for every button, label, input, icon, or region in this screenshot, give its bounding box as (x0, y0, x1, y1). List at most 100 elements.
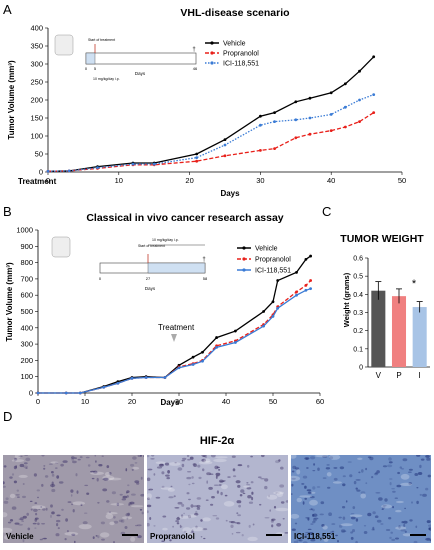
tissue-space (310, 491, 316, 494)
cell-nucleus (74, 540, 76, 543)
inset-a-tick-2: 46 (193, 66, 198, 71)
cell-nucleus (230, 524, 234, 528)
cell-nucleus (109, 511, 111, 514)
cell-nucleus (101, 455, 104, 457)
cell-nucleus (70, 494, 73, 497)
cell-nucleus (71, 456, 75, 459)
tissue-space (275, 507, 288, 512)
tissue-space (90, 471, 104, 475)
cell-nucleus (236, 500, 242, 504)
cell-nucleus (177, 467, 183, 471)
cell-nucleus (84, 484, 89, 487)
cell-nucleus (188, 514, 191, 519)
cell-nucleus (91, 477, 95, 480)
chart-a-legend: Vehicle Propranolol ICI-118,551 (205, 41, 259, 68)
cell-nucleus (153, 525, 156, 527)
cell-nucleus (43, 537, 47, 540)
cell-nucleus (409, 519, 413, 522)
cell-nucleus (210, 503, 214, 506)
cell-nucleus (408, 482, 412, 485)
cell-nucleus (211, 496, 215, 499)
cell-nucleus (125, 468, 128, 472)
cell-nucleus (29, 500, 33, 502)
cell-nucleus (166, 535, 170, 539)
cell-nucleus (191, 482, 195, 485)
cell-nucleus (307, 491, 312, 495)
cell-nucleus (13, 460, 16, 462)
cell-nucleus (394, 497, 398, 499)
cell-nucleus (234, 522, 239, 524)
inset-b-tick-0: 0 (99, 276, 102, 281)
tissue-space (105, 513, 114, 520)
data-point (96, 166, 99, 170)
cell-nucleus (261, 455, 265, 458)
histology-image-ici: ICI-118,551 (291, 455, 432, 543)
chart-b-inset: Start of treatment 10 mg/kg/day i.p. Day… (51, 236, 208, 291)
cell-nucleus (14, 522, 20, 525)
cell-nucleus (352, 506, 356, 510)
cell-nucleus (13, 480, 17, 484)
cell-nucleus (367, 456, 372, 459)
data-point (64, 391, 68, 395)
tissue-space (160, 487, 172, 490)
y-tick-label: 0.3 (353, 310, 363, 317)
cell-nucleus (206, 472, 211, 476)
y-tick-label: 0.1 (353, 346, 363, 353)
cell-nucleus (313, 517, 319, 520)
cell-nucleus (271, 519, 274, 522)
tissue-space (213, 458, 227, 463)
tissue-space (332, 481, 342, 484)
tissue-space (199, 460, 213, 465)
cell-nucleus (34, 517, 39, 520)
cell-nucleus (71, 458, 74, 461)
data-point (152, 162, 156, 166)
cell-nucleus (350, 513, 355, 515)
cell-nucleus (25, 467, 28, 469)
data-point (294, 118, 298, 122)
cell-nucleus (294, 522, 298, 525)
legend-marker (242, 268, 246, 272)
cell-nucleus (98, 464, 103, 467)
cell-nucleus (307, 517, 310, 521)
cell-nucleus (371, 528, 375, 531)
data-point (273, 111, 276, 114)
cell-nucleus (264, 485, 268, 490)
cell-nucleus (196, 504, 201, 508)
cell-nucleus (206, 480, 208, 484)
cell-nucleus (148, 488, 154, 491)
inset-a-tick-0: 0 (85, 66, 88, 71)
cell-nucleus (419, 464, 422, 469)
cell-nucleus (194, 513, 199, 516)
tissue-space (326, 472, 332, 477)
inset-b-tick-1: 27 (146, 276, 151, 281)
cell-nucleus (3, 500, 9, 504)
cell-nucleus (333, 467, 338, 469)
cell-nucleus (16, 489, 19, 492)
cell-nucleus (302, 541, 308, 543)
cell-nucleus (215, 472, 221, 476)
data-point (372, 93, 376, 96)
tissue-space (122, 516, 133, 520)
cell-nucleus (15, 465, 17, 469)
cell-nucleus (225, 519, 228, 522)
cell-nucleus (84, 512, 88, 514)
tissue-space (130, 536, 136, 542)
cell-nucleus (416, 500, 419, 505)
data-point (295, 270, 298, 274)
cell-nucleus (200, 519, 203, 522)
y-tick-label: 0.2 (353, 328, 363, 335)
cell-nucleus (241, 534, 244, 537)
cell-nucleus (216, 474, 220, 477)
tissue-space (395, 526, 407, 530)
cell-nucleus (293, 540, 299, 543)
cell-nucleus (313, 518, 317, 522)
cell-nucleus (307, 537, 310, 540)
cell-nucleus (33, 473, 37, 477)
inset-a-dagger: † (192, 47, 195, 53)
y-tick-label: 700 (20, 274, 33, 283)
y-tick-label: 0.6 (353, 256, 363, 263)
cell-nucleus (273, 505, 277, 509)
cell-nucleus (251, 496, 254, 501)
cell-nucleus (175, 520, 180, 523)
